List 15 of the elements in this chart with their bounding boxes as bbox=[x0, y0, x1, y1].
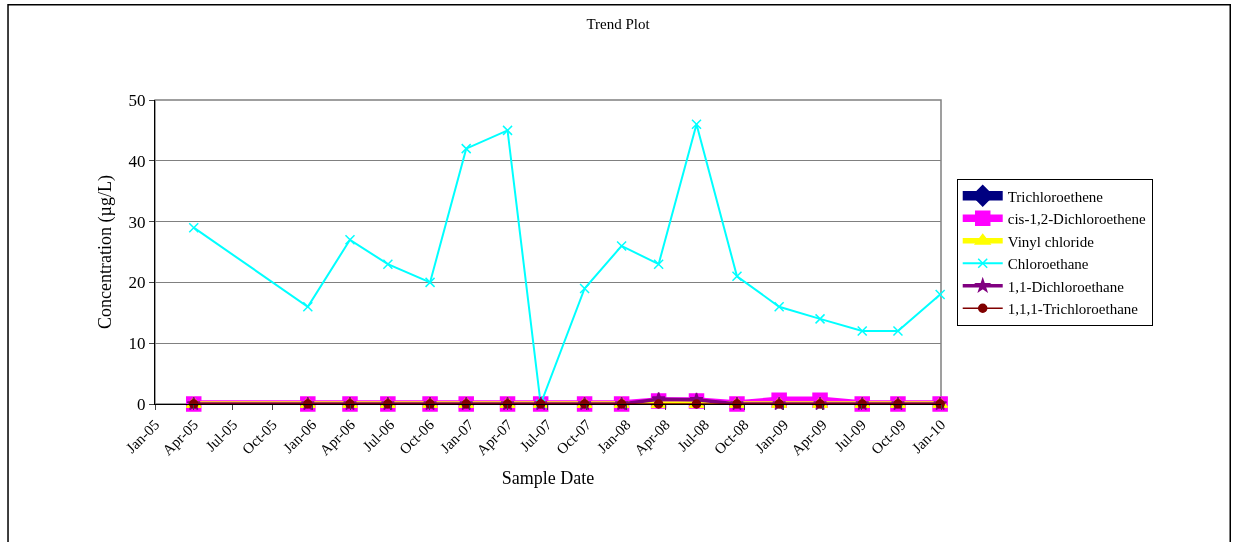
y-tick-label: 30 bbox=[128, 212, 146, 232]
legend-label: 1,1,1-Trichloroethane bbox=[1007, 301, 1139, 318]
y-axis-title: Concentration (µg/L) bbox=[94, 175, 116, 329]
legend-label: Chloroethane bbox=[1007, 256, 1089, 273]
legend-label: Vinyl chloride bbox=[1007, 233, 1095, 250]
legend-label: cis-1,2-Dichloroethene bbox=[1007, 211, 1146, 228]
y-tick-label: 40 bbox=[128, 151, 146, 171]
y-tick-label: 20 bbox=[128, 273, 146, 293]
y-tick-label: 50 bbox=[128, 90, 146, 110]
chart-title: Trend Plot bbox=[586, 16, 651, 33]
y-tick-label: 10 bbox=[128, 334, 146, 354]
x-axis-title: Sample Date bbox=[501, 468, 595, 489]
legend-label: 1,1-Dichloroethane bbox=[1007, 278, 1125, 295]
legend-label: Trichloroethene bbox=[1007, 188, 1104, 205]
y-tick-label: 0 bbox=[137, 394, 146, 414]
